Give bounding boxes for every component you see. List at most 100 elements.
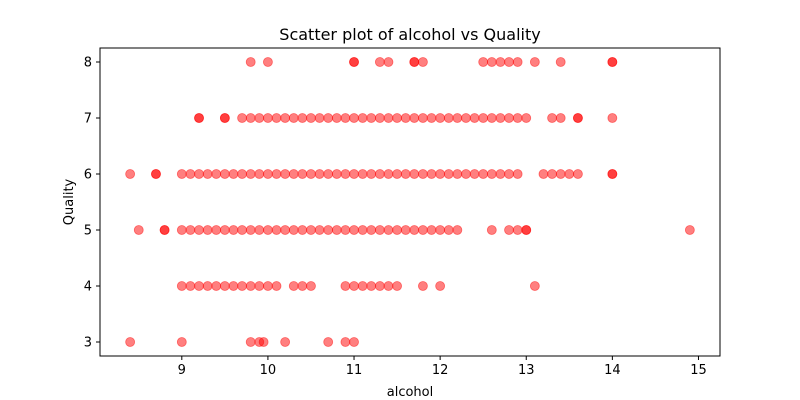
data-point <box>314 113 325 123</box>
x-tick-label: 13 <box>518 363 535 378</box>
data-point <box>366 225 377 235</box>
data-point <box>280 113 291 123</box>
data-point <box>263 57 273 67</box>
data-point <box>383 169 394 179</box>
data-point <box>306 225 316 235</box>
data-point <box>254 169 265 179</box>
data-point <box>564 169 575 179</box>
data-point <box>366 281 377 291</box>
data-point <box>478 57 489 67</box>
data-point <box>418 113 428 123</box>
data-point <box>469 113 480 123</box>
y-axis-label: Quality <box>62 178 77 225</box>
data-point <box>486 113 497 123</box>
data-point <box>547 113 557 123</box>
data-point <box>461 113 471 123</box>
data-point <box>349 281 359 291</box>
x-axis-label: alcohol <box>387 385 433 400</box>
data-point <box>306 281 316 291</box>
data-point <box>202 169 213 179</box>
data-point <box>435 169 446 179</box>
data-point <box>185 169 196 179</box>
data-point <box>366 113 377 123</box>
data-point <box>607 113 618 123</box>
y-axis: 3 4 5 6 7 8 <box>84 56 100 351</box>
data-point <box>383 57 394 67</box>
data-point <box>512 225 523 235</box>
data-point <box>495 113 506 123</box>
data-point <box>211 169 222 179</box>
data-point <box>263 225 273 235</box>
data-point <box>194 113 204 123</box>
data-point <box>297 169 308 179</box>
data-point <box>288 169 299 179</box>
data-point <box>374 113 385 123</box>
data-point <box>280 337 291 347</box>
data-point <box>228 225 239 235</box>
y-tick-label: 4 <box>84 280 92 295</box>
data-point <box>245 113 256 123</box>
data-point <box>357 281 368 291</box>
data-point <box>555 57 566 67</box>
data-point <box>418 57 428 67</box>
data-point <box>400 113 411 123</box>
data-point <box>684 225 695 235</box>
y-tick-label: 7 <box>84 112 92 127</box>
data-point <box>374 281 385 291</box>
data-point <box>573 169 583 179</box>
x-tick-label: 14 <box>604 363 621 378</box>
data-point <box>392 113 402 123</box>
data-point <box>426 169 437 179</box>
data-point <box>521 113 532 123</box>
data-point <box>512 113 523 123</box>
data-point <box>452 113 463 123</box>
data-point <box>176 169 187 179</box>
data-point <box>331 169 342 179</box>
data-point <box>245 169 256 179</box>
plot-frame <box>99 47 721 357</box>
data-point <box>185 225 196 235</box>
data-point <box>159 225 170 235</box>
data-point <box>263 113 273 123</box>
data-point <box>194 281 204 291</box>
data-point <box>521 225 532 235</box>
data-point <box>607 57 618 67</box>
data-point <box>547 169 557 179</box>
data-point <box>349 57 359 67</box>
data-point <box>374 57 385 67</box>
data-point <box>228 169 239 179</box>
data-point <box>357 113 368 123</box>
data-point <box>185 281 196 291</box>
data-point <box>288 281 299 291</box>
data-point <box>263 169 273 179</box>
data-point <box>504 169 514 179</box>
data-point <box>409 169 420 179</box>
data-point <box>400 225 411 235</box>
x-tick-label: 15 <box>690 363 707 378</box>
data-point <box>504 57 514 67</box>
data-point <box>443 225 454 235</box>
data-point <box>529 57 540 67</box>
data-point <box>237 169 247 179</box>
data-point <box>478 113 489 123</box>
data-point <box>219 113 230 123</box>
data-point <box>340 337 351 347</box>
data-point <box>297 113 308 123</box>
data-point <box>280 225 291 235</box>
data-point <box>504 113 514 123</box>
data-point <box>486 57 497 67</box>
data-point <box>331 113 342 123</box>
data-point <box>202 225 213 235</box>
data-point <box>254 225 265 235</box>
data-point <box>409 57 420 67</box>
data-point <box>254 113 265 123</box>
data-point <box>176 337 187 347</box>
data-point <box>504 225 514 235</box>
data-point <box>426 225 437 235</box>
data-point <box>297 225 308 235</box>
data-point <box>443 113 454 123</box>
data-point <box>228 281 239 291</box>
x-tick-label: 12 <box>432 363 449 378</box>
data-point <box>495 57 506 67</box>
data-point <box>340 225 351 235</box>
